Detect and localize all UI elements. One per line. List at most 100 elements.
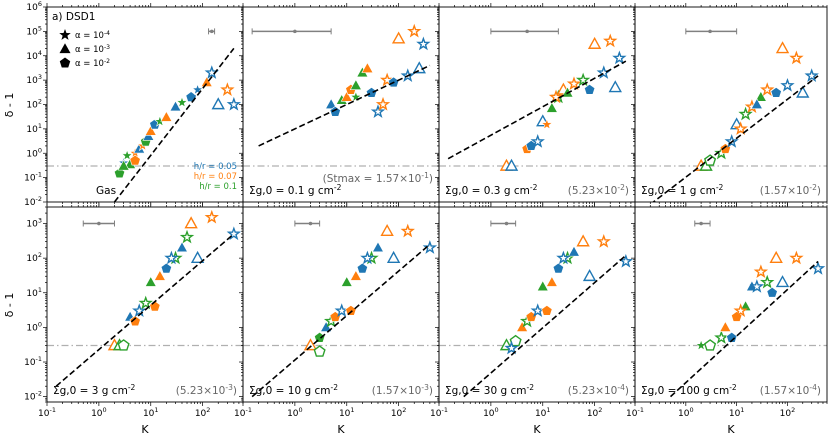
legend-marker	[59, 57, 71, 68]
y-tick-label: 101	[26, 122, 42, 135]
fit-line	[258, 64, 431, 147]
y-tick-label: 100	[26, 320, 42, 333]
stokes-label: (Stmax = 1.57×10-1)	[323, 171, 433, 186]
data-point	[738, 106, 753, 121]
data-point	[714, 330, 729, 344]
data-point	[160, 110, 173, 122]
panel-frame	[634, 206, 828, 403]
y-tick-label: 104	[26, 49, 42, 62]
data-point	[407, 23, 422, 38]
data-point	[545, 275, 558, 287]
x-tick-label: 10-1	[38, 406, 56, 419]
data-point	[391, 31, 406, 44]
stokes-label: (5.23×10-2)	[568, 183, 629, 198]
data-point	[144, 124, 157, 136]
data-point	[422, 240, 438, 254]
y-tick-label: 101	[26, 286, 42, 299]
x-axis-label: K	[141, 423, 149, 436]
data-point	[584, 83, 596, 95]
data-point	[138, 295, 153, 310]
x-tick-label: 100	[91, 406, 107, 419]
data-point	[184, 216, 198, 229]
data-point	[226, 96, 242, 111]
data-point	[789, 250, 804, 265]
fit-line	[652, 75, 819, 202]
fit-line	[463, 254, 627, 398]
fit-line	[55, 233, 235, 387]
data-point	[371, 241, 384, 253]
data-point	[380, 223, 394, 237]
legend-color-label: h/r = 0.1	[199, 182, 237, 192]
data-point	[340, 275, 353, 287]
legend-label: α = 10-4	[75, 30, 110, 42]
data-point	[804, 68, 819, 82]
data-point	[129, 315, 141, 327]
data-point	[329, 105, 341, 117]
y-tick-label: 103	[26, 73, 42, 86]
plot-area	[243, 220, 439, 398]
x-tick-label: 102	[587, 406, 603, 419]
data-point	[769, 250, 783, 263]
x-tick-label: 10-1	[234, 406, 252, 419]
x-axis-label: K	[337, 423, 345, 436]
sigma-label: Σg,0 = 0.1 g cm-2	[249, 183, 342, 198]
data-point	[365, 86, 378, 98]
data-point	[132, 303, 147, 317]
data-point	[117, 159, 130, 171]
data-point	[121, 149, 134, 161]
data-point	[766, 286, 778, 298]
data-point	[416, 36, 431, 51]
data-point	[749, 279, 765, 293]
data-point	[153, 269, 166, 281]
data-point	[552, 262, 564, 274]
panel-frame	[438, 6, 636, 203]
y-tick-label: 10-2	[24, 195, 42, 208]
sigma-label: Σg,0 = 10 g cm-2	[249, 383, 338, 398]
data-point	[325, 98, 338, 109]
legend-marker	[59, 28, 71, 40]
x-tick-label: 101	[143, 406, 159, 419]
sigma-label: Σg,0 = 30 g cm-2	[445, 383, 534, 398]
data-point	[190, 250, 205, 263]
data-point	[733, 121, 748, 135]
panel-frame	[634, 6, 828, 203]
fit-line	[113, 47, 235, 202]
data-point	[576, 234, 590, 247]
data-point	[175, 241, 188, 253]
x-axis-label: K	[533, 423, 541, 436]
plot-area	[439, 220, 635, 398]
data-point	[412, 61, 426, 74]
data-point	[349, 79, 362, 90]
legend-label: α = 10-2	[75, 58, 110, 70]
data-point	[349, 90, 362, 103]
data-point	[361, 62, 374, 73]
panel-s01: Σg,0 = 0.1 g cm-2(Stmax = 1.57×10-1)	[239, 3, 440, 206]
legend-color-label: h/r = 0.07	[194, 172, 237, 182]
panel-s3: 10-2 10-1 100 101 102 103 10-1 100 101 102 K Σg,0 =…	[24, 203, 244, 436]
data-point	[753, 264, 769, 279]
data-point	[612, 50, 627, 65]
data-point	[349, 269, 362, 281]
data-point	[204, 209, 219, 224]
y-axis-label-bottom: δ - 1	[3, 293, 16, 318]
sigma-label: Σg,0 = 1 g cm-2	[641, 183, 724, 198]
sigma-label: Σg,0 = 3 g cm-2	[53, 383, 136, 398]
stokes-label: (1.57×10-3)	[372, 383, 433, 398]
data-point	[117, 339, 130, 351]
plot-area	[439, 28, 635, 171]
data-point	[179, 229, 195, 244]
data-point	[575, 72, 591, 87]
error-bar-point	[504, 221, 509, 226]
error-bar-point	[708, 29, 712, 34]
panel-frame	[438, 206, 636, 403]
error-bar-point	[97, 221, 101, 226]
stokes-label: (1.57×10-4)	[760, 383, 821, 398]
data-point	[314, 331, 326, 343]
data-point	[345, 304, 357, 316]
data-point	[313, 345, 326, 357]
x-tick-label: 101	[535, 406, 551, 419]
error-bar-point	[525, 29, 529, 34]
x-tick-label: 10-1	[626, 406, 644, 419]
data-point	[739, 300, 752, 311]
data-point	[191, 83, 204, 95]
